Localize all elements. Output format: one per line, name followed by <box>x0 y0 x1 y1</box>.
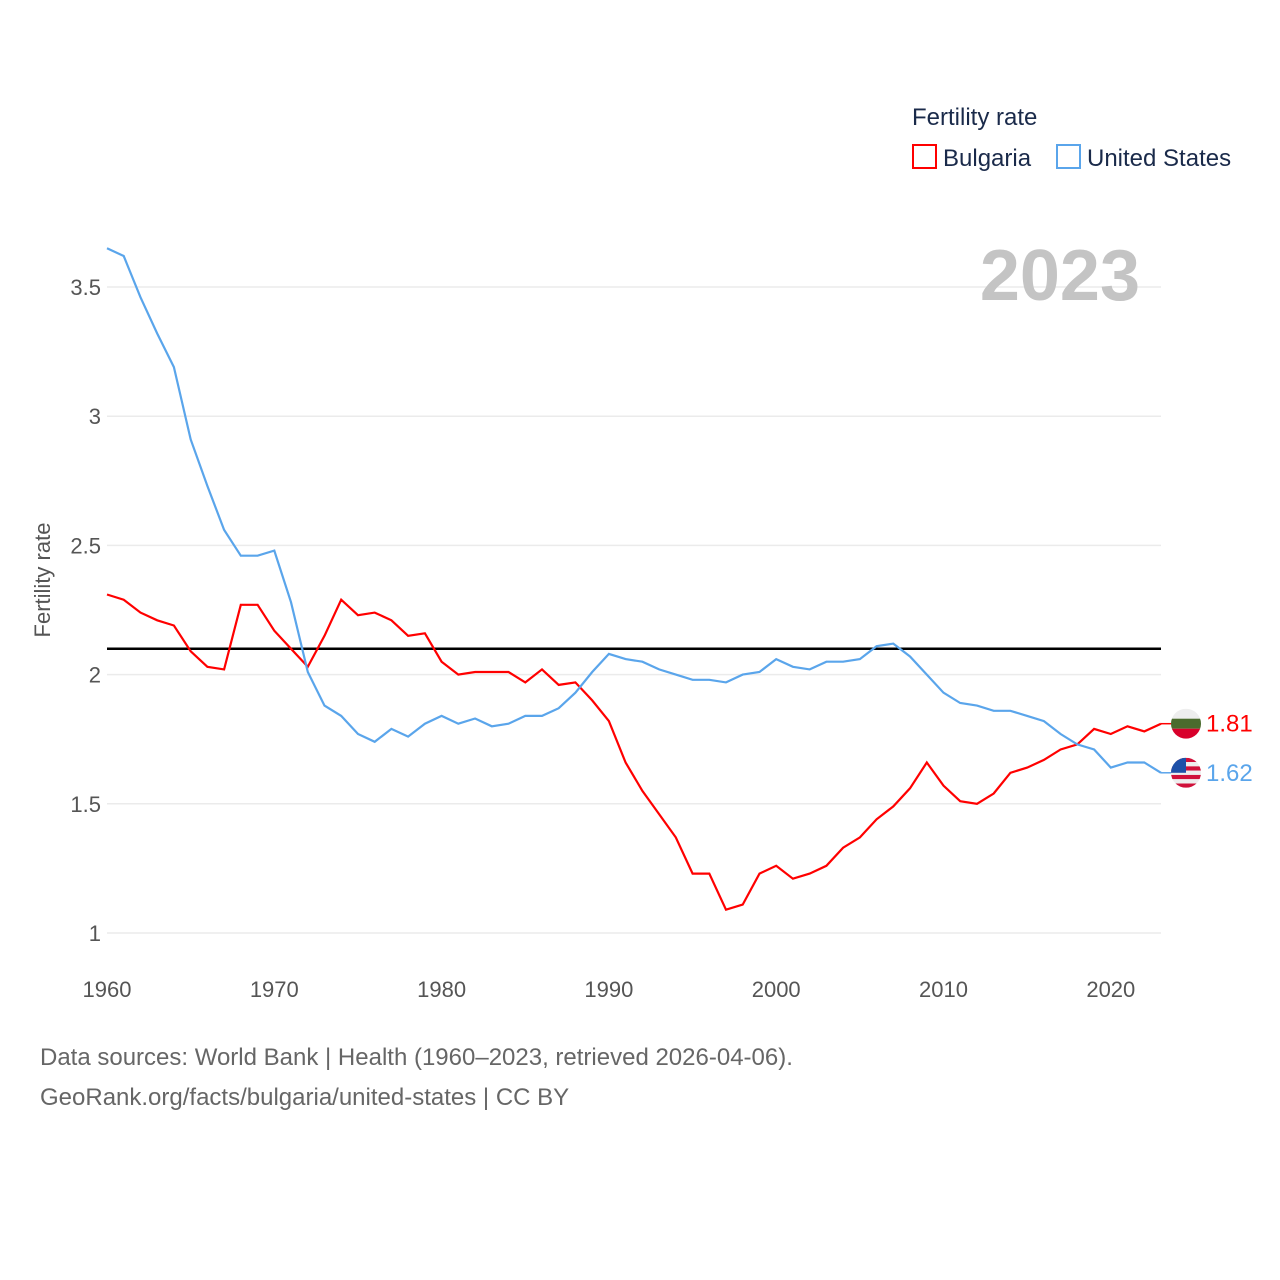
x-tick-label: 2020 <box>1086 977 1135 1002</box>
legend-title: Fertility rate <box>912 104 1037 131</box>
united-states-flag-icon <box>1171 757 1201 788</box>
series-line-united-states <box>106 247 1162 774</box>
y-axis-ticks: 1 1.5 2 2.5 3 3.5 <box>70 275 101 946</box>
footer-sources: Data sources: World Bank | Health (1960–… <box>40 1044 793 1071</box>
y-tick-label: 1.5 <box>70 792 101 817</box>
footer-attribution[interactable]: GeoRank.org/facts/bulgaria/united-states… <box>40 1084 570 1111</box>
legend-swatch-united-states <box>1056 144 1081 169</box>
series-lines <box>106 247 1162 912</box>
y-tick-label: 2 <box>89 663 101 688</box>
legend-item-bulgaria[interactable]: Bulgaria <box>912 144 1032 172</box>
x-tick-label: 1980 <box>417 977 466 1002</box>
series-line-bulgaria <box>106 593 1162 912</box>
united-states-end-value: 1.62 <box>1206 760 1253 787</box>
end-labels: 1.81 1.62 <box>1161 708 1253 788</box>
x-tick-label: 2000 <box>752 977 801 1002</box>
y-tick-label: 2.5 <box>70 533 101 558</box>
legend-label-bulgaria: Bulgaria <box>943 145 1032 172</box>
legend-swatch-bulgaria <box>912 144 937 169</box>
legend-item-united-states[interactable]: United States <box>1056 144 1231 172</box>
legend-label-united-states: United States <box>1087 145 1231 172</box>
x-tick-label: 2010 <box>919 977 968 1002</box>
x-tick-label: 1990 <box>584 977 633 1002</box>
x-axis-ticks: 1960 1970 1980 1990 2000 2010 2020 <box>83 977 1136 1002</box>
bulgaria-end-value: 1.81 <box>1206 711 1253 738</box>
gridlines <box>107 286 1161 934</box>
current-year-label: 2023 <box>980 236 1140 316</box>
bulgaria-flag-icon <box>1171 708 1201 739</box>
y-tick-label: 1 <box>89 921 101 946</box>
y-tick-label: 3 <box>89 404 101 429</box>
x-tick-label: 1960 <box>83 977 132 1002</box>
y-tick-label: 3.5 <box>70 275 101 300</box>
x-tick-label: 1970 <box>250 977 299 1002</box>
y-axis-label: Fertility rate <box>30 523 55 638</box>
